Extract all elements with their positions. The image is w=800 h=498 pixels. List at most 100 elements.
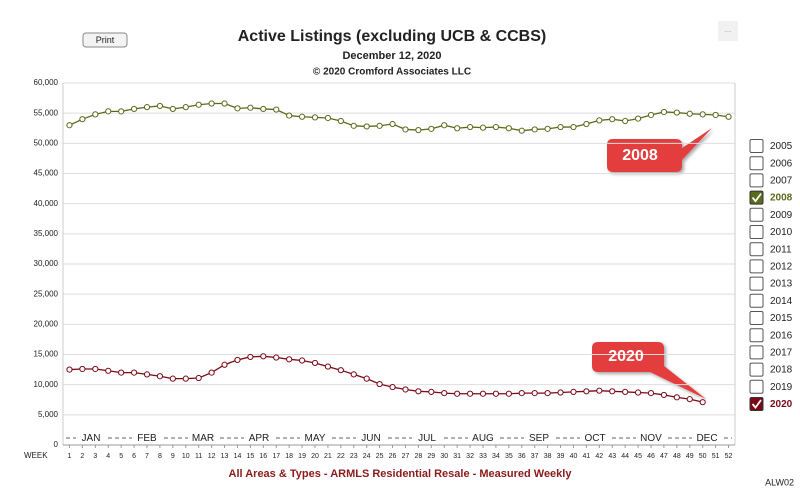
point [479, 390, 487, 397]
print-label[interactable]: Print [96, 35, 115, 45]
legend-checkbox[interactable] [749, 276, 764, 291]
point [105, 108, 112, 115]
legend-label[interactable]: 2007 [770, 176, 793, 187]
print-button-frame[interactable] [82, 32, 128, 48]
legend-label[interactable]: 2015 [770, 313, 793, 324]
legend-item[interactable]: 2017 [749, 345, 793, 360]
legend-checkbox[interactable] [749, 397, 764, 411]
legend-checkbox[interactable] [749, 259, 764, 274]
legend-item[interactable]: 2007 [749, 173, 793, 188]
x-tick-label: 31 [453, 453, 461, 460]
legend-item[interactable]: 2018 [749, 362, 793, 377]
legend-item[interactable]: 2016 [749, 328, 793, 343]
legend-checkbox[interactable] [749, 328, 764, 343]
legend-label[interactable]: 2019 [770, 382, 793, 393]
legend-item[interactable]: 2012 [749, 259, 793, 274]
callout-label: 2020 [608, 348, 644, 365]
legend-checkbox[interactable] [749, 173, 764, 188]
point [221, 100, 228, 107]
month-label-bg [188, 432, 218, 444]
x-tick-label: 3 [93, 453, 97, 460]
point [273, 354, 280, 361]
y-tick-label: 10,000 [34, 380, 59, 389]
menu-label[interactable]: ... [725, 25, 732, 34]
month-label: OCT [584, 433, 605, 444]
x-tick-label: 12 [208, 453, 216, 460]
month-label: APR [249, 433, 270, 444]
legend-item[interactable]: 2019 [749, 379, 793, 394]
series-line [69, 102, 729, 132]
y-tick-label: 25,000 [34, 289, 59, 298]
point [143, 371, 151, 378]
legend-label[interactable]: 2010 [770, 227, 793, 238]
legend-label[interactable]: 2013 [770, 279, 793, 290]
y-tick-label: 20,000 [34, 319, 59, 328]
y-tick-label: 15,000 [34, 350, 59, 359]
legend-item[interactable]: 2015 [749, 311, 793, 325]
legend-item[interactable]: 2005 [749, 139, 793, 153]
legend-label[interactable]: 2018 [770, 365, 793, 376]
legend-checkbox[interactable] [749, 207, 764, 222]
x-tick-label: 17 [272, 453, 280, 460]
legend-item[interactable]: 2013 [749, 276, 793, 291]
y-tick-label: 60,000 [34, 78, 59, 87]
legend-checkbox[interactable] [749, 311, 764, 325]
legend-label[interactable]: 2005 [770, 141, 793, 152]
legend-item[interactable]: 2014 [749, 293, 793, 308]
x-tick-label: 29 [427, 453, 435, 460]
point [570, 388, 577, 396]
legend-item[interactable]: 2008 [749, 190, 793, 205]
x-tick-label: 20 [311, 453, 319, 460]
legend-checkbox[interactable] [749, 293, 764, 308]
legend-check[interactable] [751, 399, 762, 409]
legend-checkbox[interactable] [749, 362, 764, 377]
point [182, 375, 189, 382]
legend-label[interactable]: 2012 [770, 262, 793, 273]
print-button[interactable]: Print [82, 32, 128, 48]
month-label: AUG [472, 433, 494, 444]
legend-item[interactable]: 2011 [749, 242, 792, 257]
legend-checkbox[interactable] [749, 156, 764, 171]
point [609, 116, 616, 123]
x-tick-label: 47 [660, 453, 668, 460]
month-label: JUL [418, 433, 436, 444]
point [105, 367, 112, 374]
y-tick-label: 5,000 [38, 410, 59, 419]
legend-checkbox[interactable] [749, 225, 764, 239]
point [596, 387, 603, 394]
legend-item[interactable]: 2010 [749, 225, 793, 239]
point [260, 105, 267, 113]
point [583, 388, 590, 395]
legend-item[interactable]: 2020 [749, 397, 793, 411]
legend-label[interactable]: 2011 [770, 244, 792, 255]
legend-checkbox[interactable] [749, 242, 764, 257]
point [118, 369, 125, 376]
legend-label[interactable]: 2006 [770, 158, 793, 169]
point [415, 126, 422, 134]
legend-label[interactable]: 2020 [770, 399, 793, 410]
legend-check[interactable] [751, 193, 762, 203]
menu-button[interactable]: ... [718, 21, 738, 41]
x-tick-label: 41 [582, 453, 590, 460]
point [247, 353, 254, 361]
point [725, 113, 732, 120]
x-tick-label: 38 [544, 453, 552, 460]
legend-item[interactable]: 2006 [749, 156, 793, 171]
legend-label[interactable]: 2017 [770, 348, 793, 359]
x-tick-label: 43 [608, 453, 616, 460]
x-tick-label: 33 [479, 453, 487, 460]
legend-checkbox[interactable] [749, 345, 764, 360]
point [234, 105, 241, 112]
legend-checkbox[interactable] [749, 190, 764, 205]
legend-label[interactable]: 2016 [770, 330, 793, 341]
legend-checkbox[interactable] [749, 379, 764, 394]
menu-button-frame[interactable] [718, 21, 738, 41]
legend-label[interactable]: 2008 [770, 193, 793, 204]
point [531, 390, 538, 397]
legend-label[interactable]: 2009 [770, 210, 793, 221]
point [660, 108, 668, 116]
legend-item[interactable]: 2009 [749, 207, 793, 222]
chart-subtitle: December 12, 2020 [342, 50, 441, 62]
legend-label[interactable]: 2014 [770, 296, 793, 307]
legend-checkbox[interactable] [749, 139, 764, 153]
